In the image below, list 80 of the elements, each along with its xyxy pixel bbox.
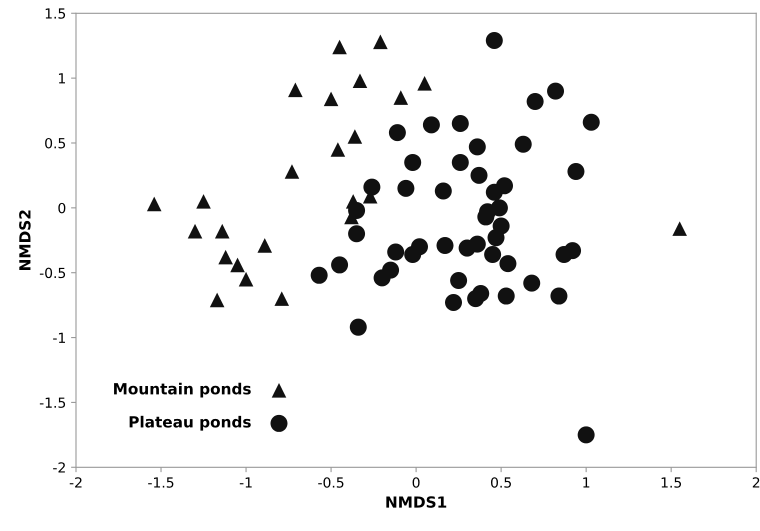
point — [452, 115, 469, 132]
x-tick-label: 1.5 — [662, 477, 682, 488]
point — [672, 221, 687, 236]
y-tick-label: -2 — [53, 462, 65, 473]
x-tick-label: 0.5 — [490, 477, 511, 488]
legend-label: Plateau ponds — [130, 416, 251, 431]
y-axis-title: NMDS2 — [19, 210, 31, 270]
x-tick-label: 1 — [583, 477, 590, 488]
point — [330, 142, 346, 157]
point — [218, 250, 233, 264]
point — [434, 182, 452, 200]
point — [472, 284, 490, 302]
point — [373, 34, 388, 50]
point — [284, 164, 300, 179]
y-tick-label: -0.5 — [40, 268, 66, 278]
point — [188, 224, 202, 238]
point — [363, 178, 380, 196]
point — [484, 246, 502, 264]
point — [274, 291, 290, 306]
point — [486, 184, 503, 201]
y-tick-label: 0 — [58, 202, 66, 214]
point — [196, 194, 211, 209]
point — [352, 73, 368, 88]
point — [468, 236, 486, 253]
legend-label: Mountain ponds — [114, 382, 251, 398]
point — [450, 272, 468, 289]
point — [257, 238, 272, 253]
point — [348, 202, 366, 219]
point — [526, 92, 544, 110]
point — [470, 166, 488, 184]
point — [488, 229, 505, 246]
x-tick-label: -1.5 — [148, 477, 174, 488]
point — [350, 318, 367, 336]
point — [394, 90, 408, 105]
point — [499, 255, 516, 272]
point — [238, 272, 254, 286]
point — [547, 82, 564, 100]
point — [498, 288, 515, 305]
point — [445, 294, 462, 312]
point — [382, 262, 400, 279]
point — [397, 180, 414, 197]
x-tick-label: -1 — [240, 477, 252, 488]
point — [582, 114, 600, 131]
point — [324, 92, 338, 106]
point — [387, 243, 404, 260]
point — [486, 32, 503, 50]
point — [468, 138, 486, 156]
point — [404, 154, 422, 171]
y-tick-label: -1.5 — [40, 398, 66, 408]
y-tick-label: 0.5 — [45, 138, 66, 148]
x-tick-label: 0 — [412, 477, 420, 488]
point — [564, 242, 582, 260]
point — [550, 288, 568, 305]
x-tick-label: -0.5 — [318, 477, 344, 488]
point — [436, 236, 454, 254]
point — [410, 238, 428, 256]
point — [348, 129, 362, 144]
point — [288, 82, 303, 98]
point — [214, 224, 230, 238]
x-tick-label: -2 — [70, 477, 82, 488]
point — [388, 124, 406, 142]
point — [422, 116, 440, 134]
point — [146, 196, 162, 212]
point — [514, 136, 532, 153]
x-tick-label: 2 — [752, 477, 760, 488]
point — [331, 256, 348, 274]
point — [332, 40, 347, 54]
point — [310, 266, 328, 284]
point — [523, 274, 540, 292]
y-tick-label: 1.5 — [46, 8, 66, 19]
point — [452, 154, 469, 171]
point — [210, 292, 224, 308]
point — [578, 426, 595, 444]
y-tick-label: 1 — [58, 73, 65, 84]
y-tick-label: -1 — [53, 332, 65, 343]
point — [348, 225, 366, 242]
point — [417, 76, 432, 91]
x-axis-title: NMDS1 — [386, 496, 446, 508]
point — [230, 258, 245, 272]
point — [567, 163, 584, 180]
